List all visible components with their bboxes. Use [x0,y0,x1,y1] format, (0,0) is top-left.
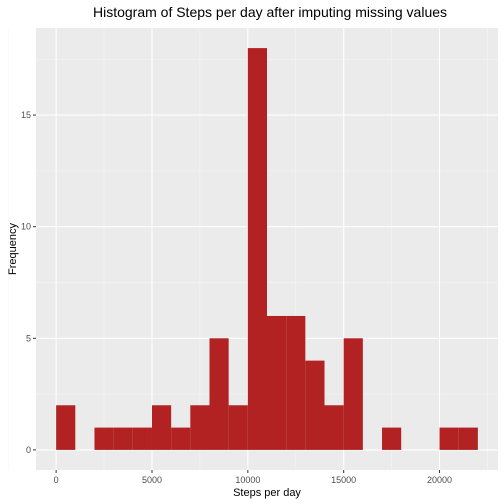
histogram-bar [439,427,459,450]
histogram-bar [209,338,229,450]
y-tick-label: 10 [21,222,31,232]
histogram-bar [151,405,172,450]
histogram-bar [286,315,306,450]
x-axis-ticks: 0 5000 10000 15000 20000 [54,470,452,485]
histogram-bar [190,405,210,450]
histogram-bar [247,48,267,450]
histogram-bar [94,427,114,450]
y-tick-label: 15 [21,110,31,120]
histogram-bar [132,427,152,450]
histogram-bar [113,427,133,450]
x-tick-label: 10000 [235,475,260,485]
y-axis-ticks: 0 5 10 15 [21,110,36,455]
histogram-bar [56,405,76,450]
histogram-bar [171,427,191,450]
histogram-bar [305,360,325,450]
histogram-bar [267,315,287,450]
x-tick-label: 15000 [331,475,356,485]
chart-title: Histogram of Steps per day after imputin… [93,4,447,20]
x-axis-title: Steps per day [233,487,301,499]
x-tick-label: 0 [54,475,59,485]
histogram-bar [382,427,402,450]
histogram-bar [324,405,344,450]
histogram-bar [228,405,248,450]
x-tick-label: 20000 [427,475,452,485]
y-axis-title: Frequency [7,223,19,275]
histogram-bar [458,427,478,450]
x-tick-label: 5000 [142,475,162,485]
y-tick-label: 5 [26,333,31,343]
histogram-bars [56,48,478,450]
y-tick-label: 0 [26,445,31,455]
histogram-bar [343,338,363,450]
